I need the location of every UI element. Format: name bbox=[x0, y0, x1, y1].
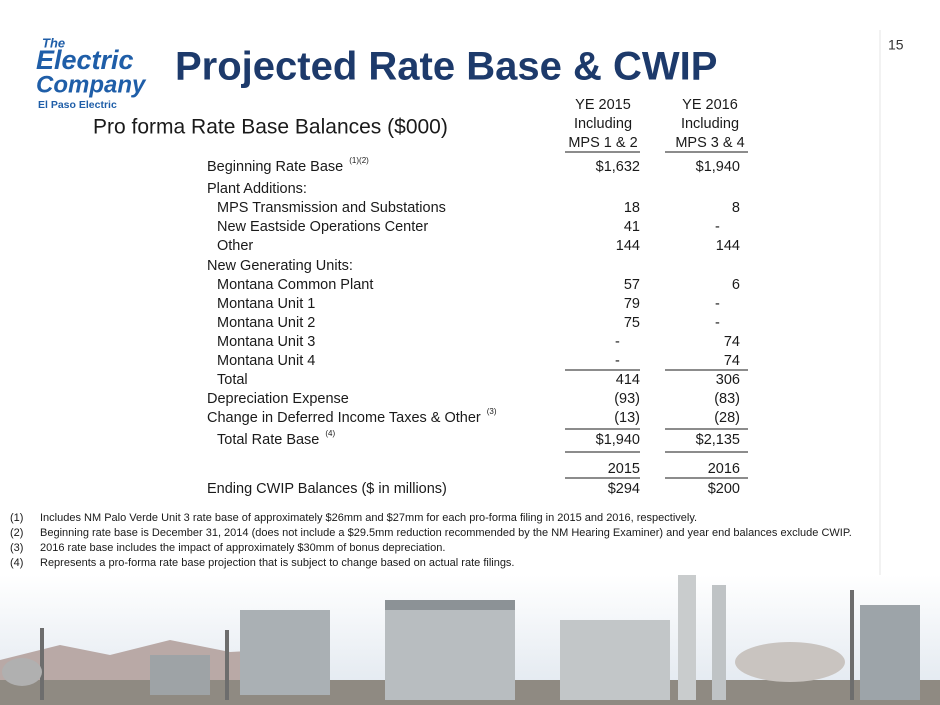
building bbox=[150, 655, 210, 695]
stack bbox=[678, 575, 696, 700]
row-label: Total Rate Base bbox=[217, 432, 319, 448]
row-note: (1)(2) bbox=[349, 156, 369, 165]
row-label: Plant Additions: bbox=[207, 181, 307, 197]
column-header: YE 2016 bbox=[682, 97, 738, 113]
cell: 57 bbox=[624, 277, 640, 293]
column-header: Including bbox=[681, 116, 739, 132]
cell: (13) bbox=[614, 410, 640, 426]
row-label: Montana Unit 3 bbox=[217, 334, 315, 350]
row-label: Montana Common Plant bbox=[217, 277, 373, 293]
building bbox=[385, 600, 515, 700]
photo bbox=[0, 575, 940, 705]
stack bbox=[712, 585, 726, 700]
cwip-year: 2016 bbox=[708, 461, 740, 477]
cell: $294 bbox=[608, 481, 640, 497]
cell: 144 bbox=[616, 238, 640, 254]
tank bbox=[2, 658, 42, 686]
pole bbox=[40, 628, 44, 700]
row-label: Other bbox=[217, 238, 253, 254]
cell: - bbox=[715, 296, 720, 312]
column-header: Including bbox=[574, 116, 632, 132]
cell: (28) bbox=[714, 410, 740, 426]
row-label: Beginning Rate Base bbox=[207, 159, 343, 175]
footnote-text: 2016 rate base includes the impact of ap… bbox=[40, 542, 445, 554]
footnote-marker: (2) bbox=[10, 527, 23, 539]
column-header: YE 2015 bbox=[575, 97, 631, 113]
cell: 6 bbox=[732, 277, 740, 293]
cell: 144 bbox=[716, 238, 740, 254]
row-label: Montana Unit 1 bbox=[217, 296, 315, 312]
cell: - bbox=[615, 334, 620, 350]
cell: 74 bbox=[724, 353, 740, 369]
building bbox=[560, 620, 670, 700]
footnote-marker: (1) bbox=[10, 512, 23, 524]
cell: - bbox=[715, 219, 720, 235]
cell: $2,135 bbox=[696, 432, 740, 448]
row-label: MPS Transmission and Substations bbox=[217, 200, 446, 216]
cell: 74 bbox=[724, 334, 740, 350]
cell: 79 bbox=[624, 296, 640, 312]
column-header: MPS 3 & 4 bbox=[675, 135, 744, 151]
cwip-year: 2015 bbox=[608, 461, 640, 477]
table: YE 2015 Including MPS 1 & 2 YE 2016 Includin… bbox=[207, 97, 748, 497]
title: Projected Rate Base & CWIP bbox=[175, 45, 717, 89]
cell: $1,940 bbox=[696, 159, 740, 175]
row-note: (3) bbox=[487, 407, 497, 416]
row-label: Montana Unit 2 bbox=[217, 315, 315, 331]
logo-script: The bbox=[42, 35, 65, 50]
pole bbox=[850, 590, 854, 700]
building bbox=[240, 610, 330, 695]
cell: - bbox=[615, 353, 620, 369]
subtitle: Pro forma Rate Base Balances ($000) bbox=[93, 116, 448, 139]
logo-script: Company bbox=[36, 71, 147, 98]
logo-caption: El Paso Electric bbox=[38, 99, 117, 111]
roof bbox=[385, 600, 515, 610]
cell: $1,632 bbox=[596, 159, 640, 175]
footnote-marker: (3) bbox=[10, 542, 23, 554]
cell: 18 bbox=[624, 200, 640, 216]
footnote-marker: (4) bbox=[10, 557, 23, 569]
footnote-text: Beginning rate base is December 31, 2014… bbox=[40, 527, 852, 539]
pole bbox=[225, 630, 229, 700]
footnotes: (1) Includes NM Palo Verde Unit 3 rate ba… bbox=[10, 512, 852, 569]
row-label: Change in Deferred Income Taxes & Other bbox=[207, 410, 481, 426]
row-label: Ending CWIP Balances ($ in millions) bbox=[207, 481, 447, 497]
cell: 8 bbox=[732, 200, 740, 216]
cell: - bbox=[715, 315, 720, 331]
cell: 75 bbox=[624, 315, 640, 331]
footnote-text: Includes NM Palo Verde Unit 3 rate base … bbox=[40, 512, 697, 524]
cell: (93) bbox=[614, 391, 640, 407]
row-label: Montana Unit 4 bbox=[217, 353, 315, 369]
page-number: 15 bbox=[888, 37, 904, 53]
row-label: Depreciation Expense bbox=[207, 391, 349, 407]
logo: The Electric Company El Paso Electric bbox=[36, 35, 147, 110]
cell: (83) bbox=[714, 391, 740, 407]
cell: $200 bbox=[708, 481, 740, 497]
column-header: MPS 1 & 2 bbox=[568, 135, 637, 151]
cell: 41 bbox=[624, 219, 640, 235]
footnote-text: Represents a pro-forma rate base project… bbox=[40, 557, 515, 569]
row-note: (4) bbox=[325, 429, 335, 438]
building bbox=[860, 605, 920, 700]
cell: $1,940 bbox=[596, 432, 640, 448]
row-label: Total bbox=[217, 372, 248, 388]
cell: 306 bbox=[716, 372, 740, 388]
tank bbox=[735, 642, 845, 682]
row-label: New Eastside Operations Center bbox=[217, 219, 428, 235]
cell: 414 bbox=[616, 372, 640, 388]
row-label: New Generating Units: bbox=[207, 258, 353, 274]
logo-script: Electric bbox=[36, 45, 134, 75]
